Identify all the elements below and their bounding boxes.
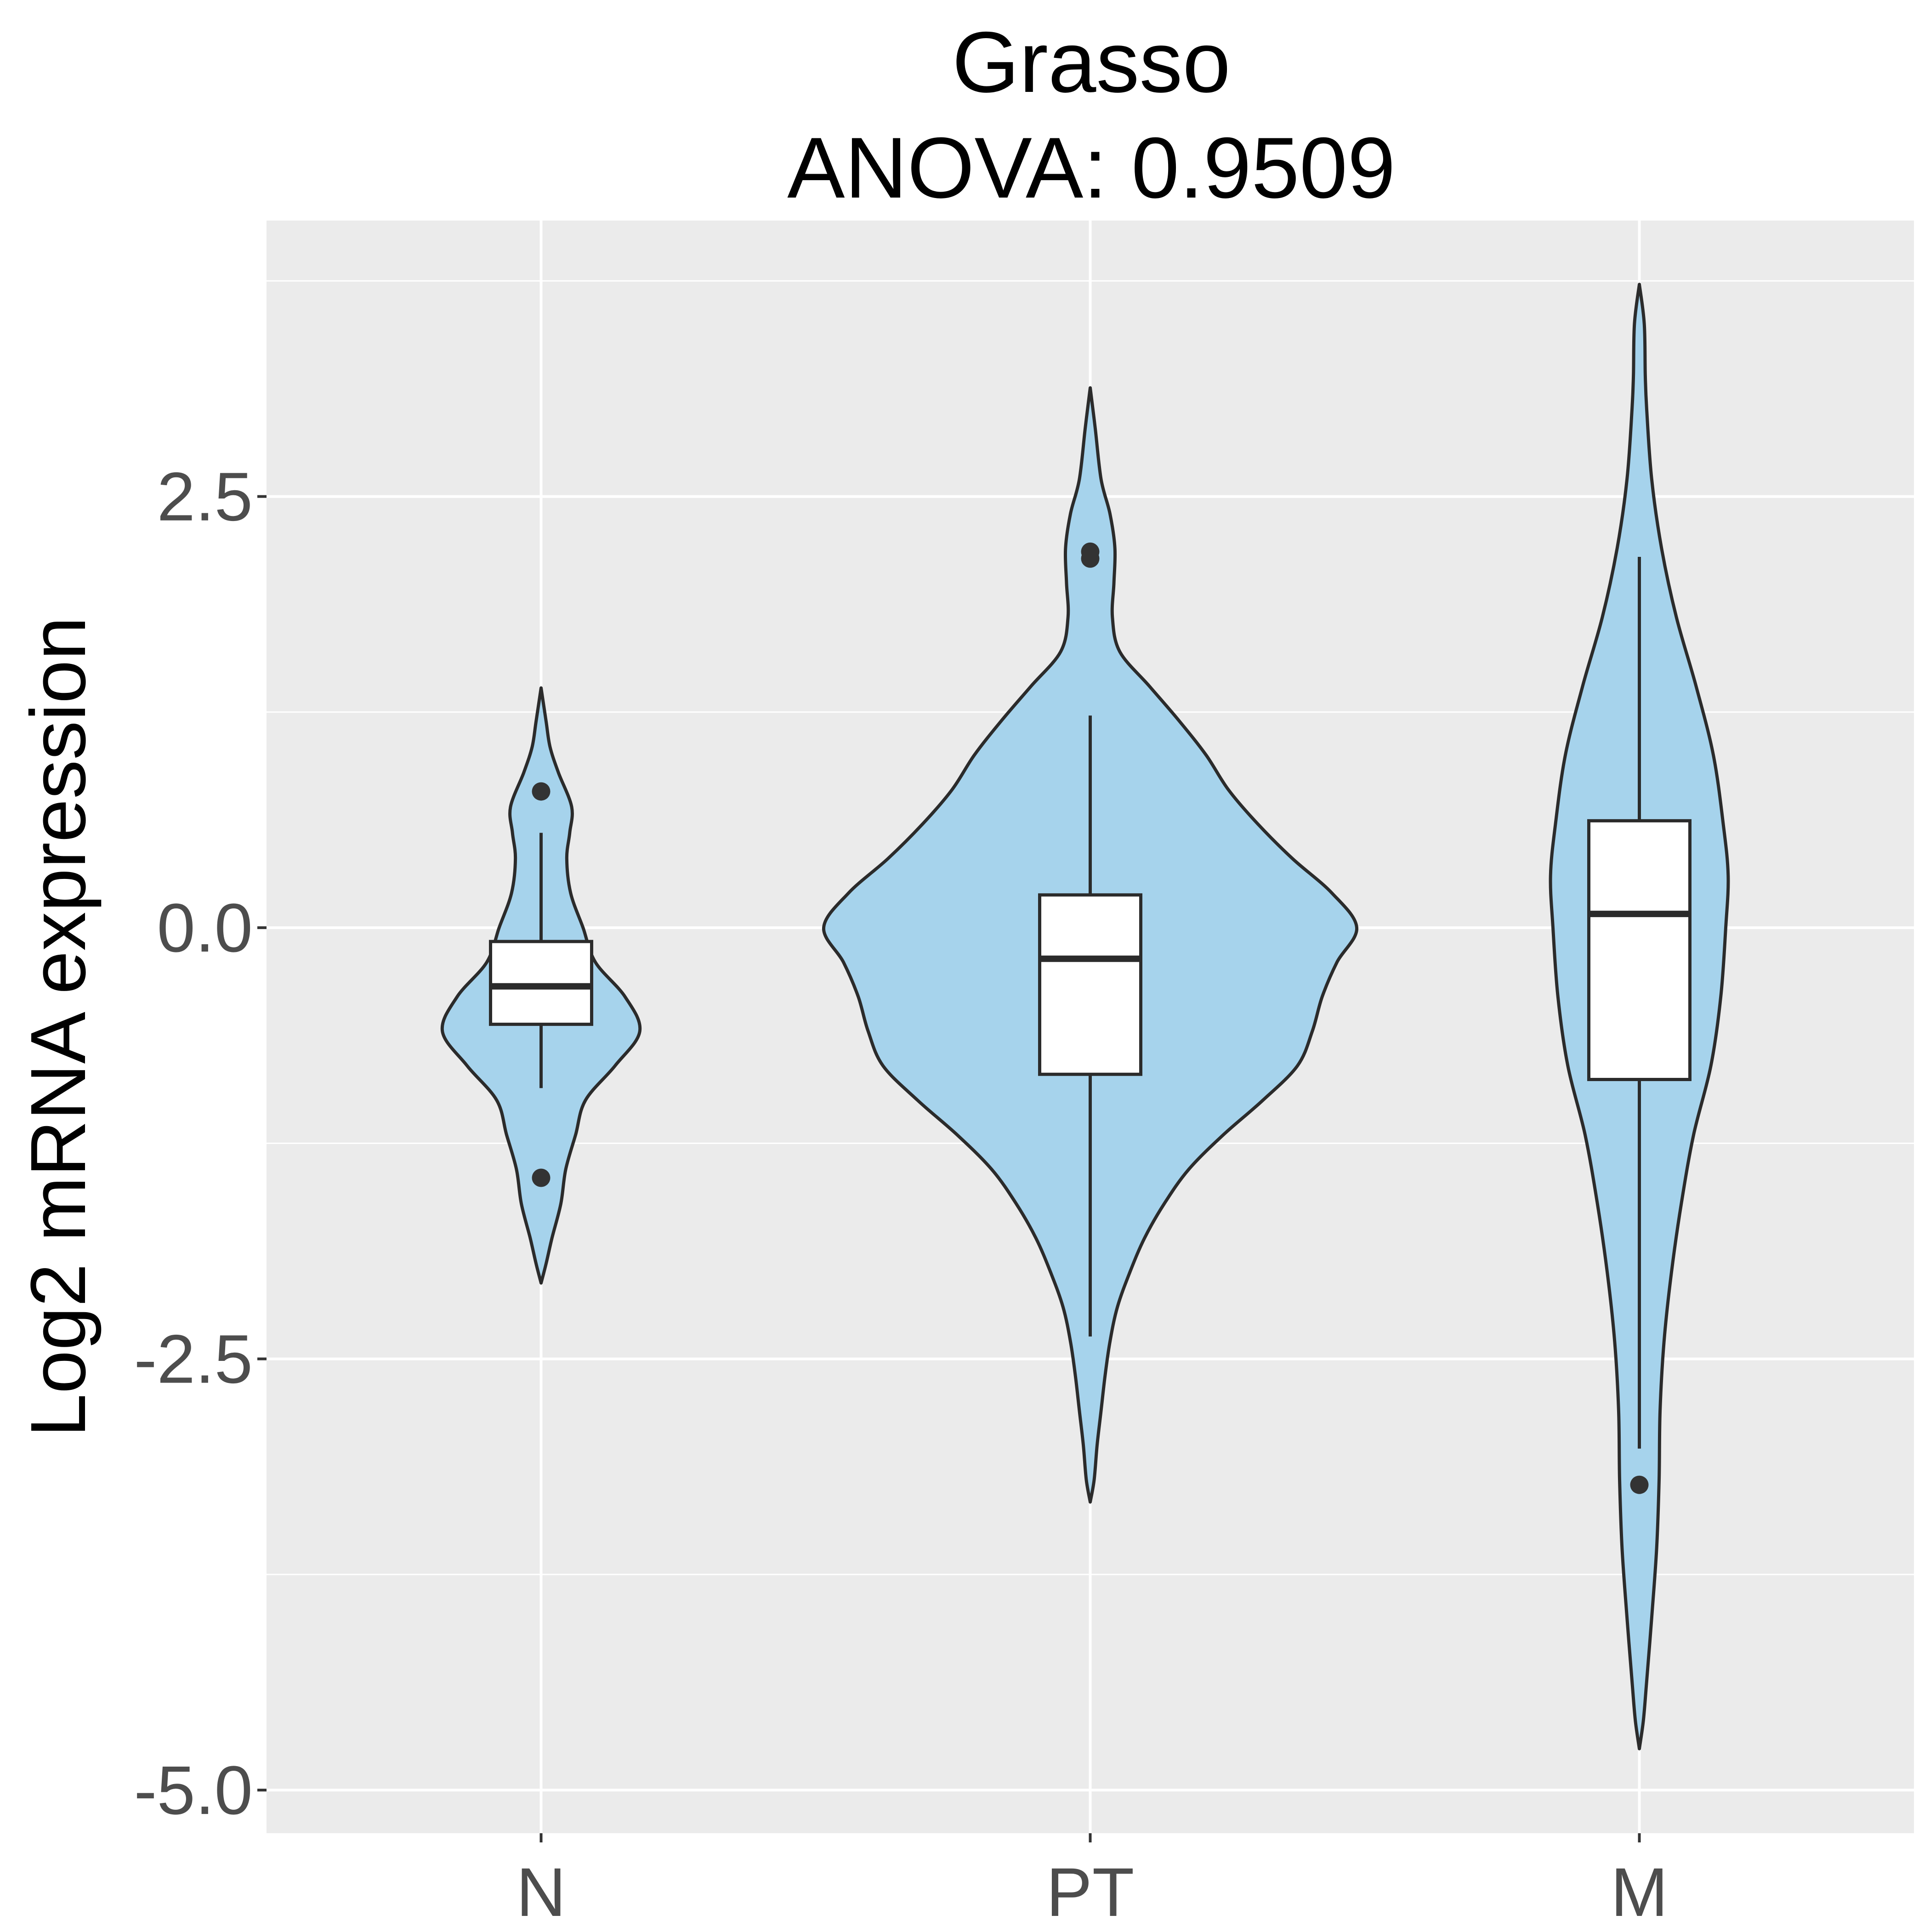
x-tick-label: PT bbox=[1046, 1853, 1135, 1930]
y-tick-label: -2.5 bbox=[134, 1320, 253, 1398]
y-tick-label: 0.0 bbox=[157, 889, 253, 966]
box-iqr bbox=[1038, 893, 1142, 1076]
axes: 2.5 0.0 -2.5 -5.0 N PT M bbox=[134, 458, 1668, 1931]
outlier-point bbox=[1081, 549, 1100, 568]
outlier-points bbox=[532, 542, 1649, 1494]
boxplot-n bbox=[489, 833, 593, 1088]
chart-title: Grasso bbox=[952, 14, 1231, 110]
boxplot-m bbox=[1587, 557, 1692, 1449]
outlier-point bbox=[532, 782, 551, 801]
boxplots bbox=[489, 557, 1692, 1449]
chart-subtitle: ANOVA: 0.9509 bbox=[787, 119, 1396, 216]
outlier-point bbox=[532, 1168, 551, 1187]
x-tick-label: N bbox=[516, 1853, 566, 1930]
y-tick-label: -5.0 bbox=[134, 1751, 253, 1829]
box-iqr bbox=[489, 940, 593, 1026]
y-axis-title: Log2 mRNA expression bbox=[15, 617, 102, 1437]
boxplot-pt bbox=[1038, 715, 1142, 1337]
y-tick-label: 2.5 bbox=[157, 458, 253, 535]
x-tick-label: M bbox=[1611, 1853, 1668, 1930]
outlier-point bbox=[1630, 1475, 1649, 1494]
box-iqr bbox=[1587, 819, 1692, 1081]
